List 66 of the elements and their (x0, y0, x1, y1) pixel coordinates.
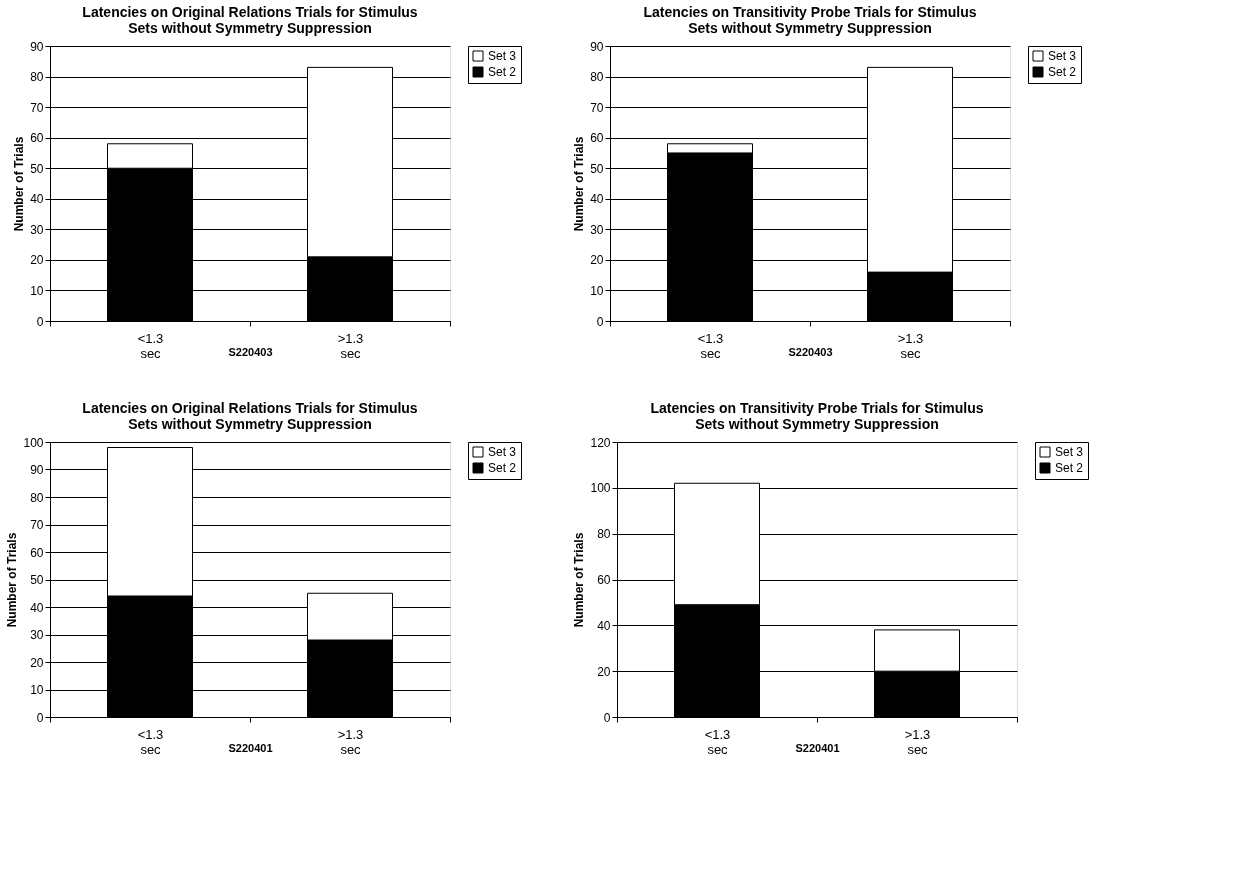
y-tick-label: 50 (30, 161, 44, 176)
chart-title: Latencies on Transitivity Probe Trials for Stimulus Sets without Symmetry Suppression (650, 400, 984, 432)
chart-title: Latencies on Transitivity Probe Trials for Stimulus Sets without Symmetry Suppression (643, 4, 977, 36)
y-tick-label: 60 (590, 131, 604, 146)
y-axis-title: Number of Trials (572, 136, 587, 232)
y-tick-label: 120 (590, 435, 611, 450)
y-tick-label: 80 (597, 527, 611, 542)
y-tick-label: 70 (30, 100, 44, 115)
x-tick-label: <1.3 sec (697, 330, 724, 361)
y-tick-label: 10 (590, 283, 604, 298)
y-axis-title: Number of Trials (5, 532, 20, 628)
y-tick-label: 30 (590, 222, 604, 237)
y-tick-label: 50 (590, 161, 604, 176)
y-tick-label: 70 (30, 518, 44, 532)
y-tick-label: 40 (30, 192, 44, 207)
y-tick-label: 70 (590, 100, 604, 115)
y-tick-label: 50 (30, 573, 44, 587)
x-tick-label: <1.3 sec (137, 330, 164, 361)
y-tick-label: 60 (597, 573, 611, 587)
y-tick-label: 0 (596, 314, 604, 329)
y-tick-label: 60 (30, 545, 44, 560)
y-tick-label: 10 (30, 683, 44, 697)
x-tick-label: >1.3 sec (904, 726, 931, 757)
y-tick-label: 40 (590, 192, 604, 207)
y-axis-title: Number of Trials (572, 532, 587, 628)
chart-title: Latencies on Original Relations Trials for Stimulus Sets without Symmetry Suppression (82, 400, 418, 432)
x-tick-label: >1.3 sec (337, 726, 364, 757)
y-tick-label: 40 (597, 618, 611, 633)
y-tick-label: 100 (590, 481, 611, 496)
y-tick-label: 90 (30, 463, 44, 477)
x-axis-title: S220403 (228, 345, 273, 358)
y-tick-label: 10 (30, 283, 44, 298)
y-tick-label: 80 (590, 70, 604, 85)
y-tick-label: 0 (603, 710, 611, 725)
y-tick-label: 20 (590, 253, 604, 268)
legend-label: Set 3 (488, 445, 517, 459)
y-tick-label: 60 (30, 131, 44, 146)
legend-label: Set 2 (488, 461, 517, 475)
y-tick-label: 20 (30, 253, 44, 268)
y-tick-label: 90 (30, 39, 44, 54)
y-tick-label: 20 (597, 664, 611, 679)
y-axis-title: Number of Trials (12, 136, 27, 232)
y-tick-label: 30 (30, 222, 44, 237)
y-tick-label: 20 (30, 655, 44, 670)
x-axis-title: S220401 (795, 741, 840, 754)
chart-title: Latencies on Original Relations Trials for Stimulus Sets without Symmetry Suppression (82, 4, 418, 36)
legend-label: Set 3 (488, 49, 517, 63)
y-tick-label: 100 (23, 435, 44, 450)
x-axis-title: S220403 (788, 345, 833, 358)
x-tick-label: >1.3 sec (337, 330, 364, 361)
y-tick-label: 80 (30, 490, 44, 505)
y-tick-label: 40 (30, 600, 44, 615)
x-tick-label: >1.3 sec (897, 330, 924, 361)
x-tick-label: <1.3 sec (704, 726, 731, 757)
y-tick-label: 90 (590, 39, 604, 54)
legend-label: Set 3 (1048, 49, 1077, 63)
legend-label: Set 3 (1055, 445, 1084, 459)
y-tick-label: 0 (36, 314, 44, 329)
y-tick-label: 0 (36, 710, 44, 725)
y-tick-label: 80 (30, 70, 44, 85)
x-tick-label: <1.3 sec (137, 726, 164, 757)
y-tick-label: 30 (30, 628, 44, 642)
legend-label: Set 2 (488, 65, 517, 79)
legend-label: Set 2 (1055, 461, 1084, 475)
x-axis-title: S220401 (228, 741, 273, 754)
legend-label: Set 2 (1048, 65, 1077, 79)
